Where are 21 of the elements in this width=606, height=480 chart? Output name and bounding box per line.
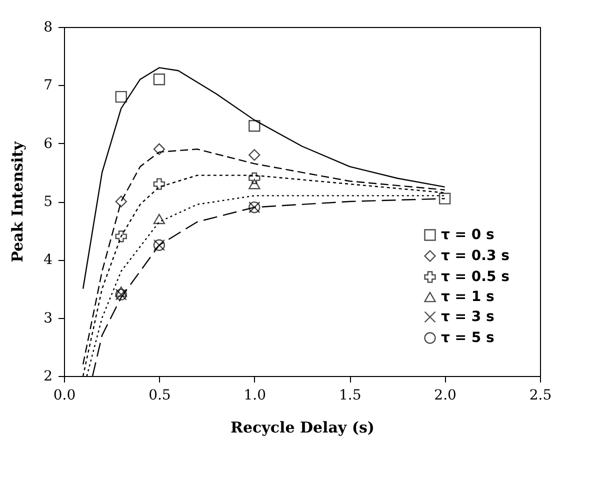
y-tick-label: 6: [44, 136, 53, 152]
legend-label: τ = 5 s: [441, 330, 494, 346]
y-tick-label: 7: [44, 78, 52, 94]
x-tick-label: 2.0: [434, 388, 456, 404]
y-tick-label: 5: [44, 194, 52, 210]
legend-label: τ = 1 s: [441, 289, 494, 305]
x-tick-label: 2.5: [529, 388, 552, 404]
y-axis-title: Peak Intensity: [8, 140, 27, 262]
legend-label: τ = 0.3 s: [441, 248, 510, 264]
legend-label: τ = 3 s: [441, 309, 494, 325]
legend-label: τ = 0.5 s: [441, 269, 510, 285]
x-tick-label: 0.0: [53, 388, 76, 404]
y-tick-label: 4: [44, 252, 53, 268]
y-tick-label: 2: [44, 368, 52, 384]
y-tick-label: 8: [44, 20, 52, 36]
x-tick-label: 1.0: [244, 388, 266, 404]
y-tick-label: 3: [44, 310, 52, 326]
x-tick-label: 0.5: [148, 388, 171, 404]
legend-label: τ = 0 s: [441, 227, 494, 243]
x-axis-title: Recycle Delay (s): [230, 418, 375, 436]
x-tick-label: 1.5: [338, 388, 362, 404]
